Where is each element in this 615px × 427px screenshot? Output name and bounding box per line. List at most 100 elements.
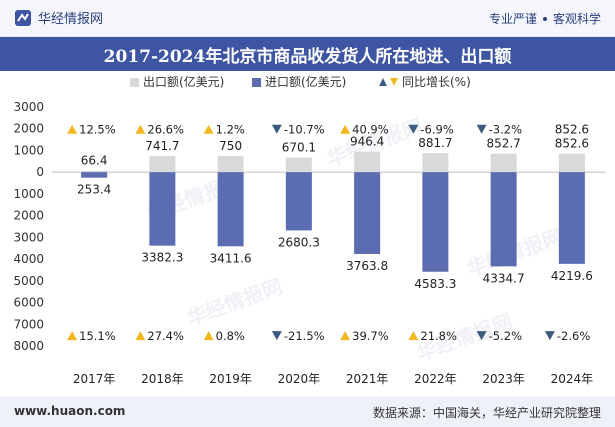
y-axis: 3000 2000 1000 0 1000 2000 3000 4000 5000 6000 700… bbox=[13, 100, 606, 353]
y-tick-label: 4000 bbox=[13, 252, 44, 266]
import-growth-label: -21.5% bbox=[284, 329, 325, 343]
y-tick-label: 8000 bbox=[13, 339, 44, 353]
growth-up-triangle-icon bbox=[340, 331, 351, 341]
export-bar bbox=[149, 156, 176, 173]
import-bar bbox=[422, 172, 449, 272]
export-bar bbox=[558, 153, 585, 173]
watermark-text: 华经情报网 bbox=[184, 274, 286, 331]
website-url: www.huaon.com bbox=[14, 404, 126, 418]
export-growth-label: 26.6% bbox=[147, 123, 184, 137]
growth-up-triangle-icon bbox=[135, 124, 146, 134]
export-value-label: 670.1 bbox=[282, 141, 316, 155]
legend-label-export: 出口额(亿美元) bbox=[143, 74, 224, 89]
growth-down-triangle-icon bbox=[271, 124, 282, 134]
value-labels: 66.4 253.4 741.7 3382.3 750 3411.6 670.1 2680.3… bbox=[77, 135, 593, 291]
y-tick-label: 3000 bbox=[13, 100, 44, 114]
export-growth-label: 12.5% bbox=[79, 123, 116, 137]
tagline-objective: 客观科学 bbox=[552, 12, 601, 26]
growth-up-triangle-icon bbox=[203, 331, 214, 341]
legend-label-growth: 同比增长(%) bbox=[402, 75, 471, 89]
y-tick-label: 2000 bbox=[13, 209, 44, 223]
legend-swatch-import bbox=[252, 78, 261, 87]
x-tick-label: 2017年 bbox=[73, 372, 116, 386]
x-axis: 2017年 2018年 2019年 2020年 2021年 2022年 2023年 2024年 bbox=[73, 372, 593, 386]
tagline: 专业严谨 客观科学 bbox=[489, 10, 601, 27]
brand-name: 华经情报网 bbox=[38, 12, 104, 27]
import-value-label: 253.4 bbox=[77, 183, 111, 197]
import-growth-label: 15.1% bbox=[79, 329, 116, 343]
y-tick-label: 5000 bbox=[13, 274, 44, 288]
growth-up-triangle-icon bbox=[67, 331, 78, 341]
top-bar: 华经情报网 专业严谨 客观科学 bbox=[0, 0, 615, 37]
export-bar bbox=[285, 157, 312, 173]
chart-area: 出口额(亿美元) 进口额(亿美元) 同比增长(%) 华经情报网华经情报网华经情报网华… bbox=[13, 74, 606, 386]
y-tick-label: 1000 bbox=[13, 143, 44, 157]
import-growth-label: 27.4% bbox=[147, 329, 184, 343]
import-bar bbox=[81, 172, 108, 178]
import-value-label: 2680.3 bbox=[278, 235, 320, 249]
legend-up-triangle-icon bbox=[379, 78, 387, 86]
export-value-label: 741.7 bbox=[145, 139, 179, 153]
import-bar bbox=[558, 172, 585, 264]
import-growth-label: -5.2% bbox=[489, 329, 522, 343]
chart-title: 2017-2024年北京市商品收发货人所在地进、出口额 bbox=[103, 47, 512, 67]
import-growth-label: -2.6% bbox=[557, 329, 590, 343]
growth-down-triangle-icon bbox=[271, 331, 282, 341]
growth-down-triangle-icon bbox=[476, 331, 487, 341]
import-growth-label: 39.7% bbox=[352, 329, 389, 343]
x-tick-label: 2019年 bbox=[209, 372, 252, 386]
y-tick-label: 1000 bbox=[13, 187, 44, 201]
export-value-label: 881.7 bbox=[418, 136, 452, 150]
tagline-professional: 专业严谨 bbox=[488, 12, 537, 26]
bars bbox=[81, 151, 585, 272]
legend-down-triangle-icon bbox=[390, 78, 398, 86]
growth-up-triangle-icon bbox=[408, 331, 419, 341]
export-growth-label: -3.2% bbox=[489, 123, 522, 137]
export-growth-label: 852.6 bbox=[555, 123, 589, 137]
y-tick-label: 0 bbox=[36, 165, 44, 179]
export-growth-label: -10.7% bbox=[284, 123, 325, 137]
export-value-label: 750 bbox=[219, 139, 242, 153]
import-value-label: 4583.3 bbox=[414, 277, 456, 291]
export-bar bbox=[490, 153, 517, 173]
huajing-logo-icon bbox=[15, 9, 31, 26]
growth-down-triangle-icon bbox=[476, 124, 487, 134]
import-bar bbox=[149, 172, 176, 246]
growth-down-triangle-icon bbox=[544, 331, 555, 341]
export-bar bbox=[422, 153, 449, 173]
import-value-label: 4219.6 bbox=[551, 269, 593, 283]
title-bar: 2017-2024年北京市商品收发货人所在地进、出口额 bbox=[0, 37, 615, 71]
data-source: 数据来源：中国海关，华经产业研究院整理 bbox=[372, 406, 601, 420]
growth-up-triangle-icon bbox=[135, 331, 146, 341]
growth-up-triangle-icon bbox=[203, 124, 214, 134]
export-growth-label: 1.2% bbox=[216, 123, 245, 137]
export-bar bbox=[217, 155, 244, 173]
export-value-label: 66.4 bbox=[81, 154, 108, 168]
x-tick-label: 2023年 bbox=[482, 372, 525, 386]
brand: 华经情报网 bbox=[14, 8, 103, 27]
import-growth-label: 0.8% bbox=[216, 329, 245, 343]
y-tick-label: 7000 bbox=[13, 317, 44, 331]
import-bar bbox=[285, 172, 312, 231]
export-value-label: 852.7 bbox=[486, 137, 520, 151]
legend-label-import: 进口额(亿美元) bbox=[265, 74, 346, 89]
export-value-label: 946.4 bbox=[350, 135, 384, 149]
import-bar bbox=[354, 172, 381, 254]
separator-dot-icon bbox=[542, 16, 547, 21]
legend-swatch-export bbox=[130, 78, 139, 87]
import-bar bbox=[217, 172, 244, 247]
growth-up-triangle-icon bbox=[67, 124, 78, 134]
y-tick-label: 3000 bbox=[13, 230, 44, 244]
growth-down-triangle-icon bbox=[408, 124, 419, 134]
import-value-label: 3411.6 bbox=[210, 251, 252, 265]
x-tick-label: 2018年 bbox=[141, 372, 184, 386]
growth-labels: 12.5% 15.1% 26.6% 27.4% 1.2% 0.8% -10.7% -21.5%… bbox=[67, 123, 590, 343]
export-growth-label: -6.9% bbox=[420, 123, 453, 137]
export-bar bbox=[354, 151, 381, 173]
growth-up-triangle-icon bbox=[340, 124, 351, 134]
export-bar bbox=[81, 170, 108, 173]
export-growth-label: 40.9% bbox=[352, 123, 389, 137]
import-value-label: 3382.3 bbox=[141, 251, 183, 265]
x-tick-label: 2024年 bbox=[551, 372, 594, 386]
import-value-label: 4334.7 bbox=[483, 271, 525, 285]
